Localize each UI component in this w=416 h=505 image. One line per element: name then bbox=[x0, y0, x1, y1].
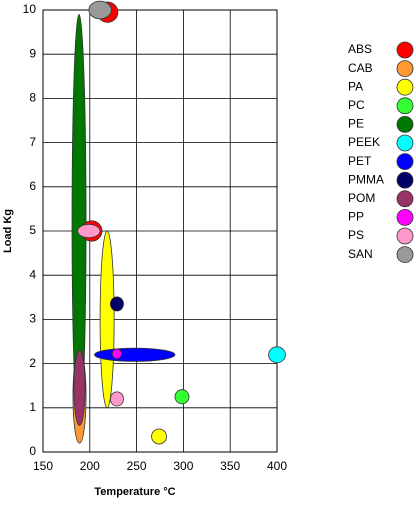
y-tick-label: 10 bbox=[23, 2, 37, 16]
y-tick-label: 5 bbox=[29, 223, 36, 237]
x-tick-label: 200 bbox=[80, 459, 100, 473]
range-ellipse bbox=[174, 389, 190, 405]
legend-marker bbox=[396, 78, 414, 96]
legend-marker bbox=[396, 246, 414, 264]
legend-marker bbox=[396, 41, 414, 59]
range-ellipse bbox=[268, 346, 286, 364]
legend-marker bbox=[396, 227, 414, 245]
x-tick-label: 150 bbox=[33, 459, 53, 473]
legend-label: ABS bbox=[348, 42, 372, 56]
legend-marker bbox=[396, 153, 414, 171]
y-axis-title: Load Kg bbox=[2, 209, 14, 253]
legend-label: PEEK bbox=[348, 135, 380, 149]
range-ellipse bbox=[73, 349, 86, 426]
x-tick-label: 250 bbox=[127, 459, 147, 473]
range-ellipse bbox=[109, 296, 124, 312]
legend-label: POM bbox=[348, 191, 375, 205]
range-ellipse bbox=[94, 347, 176, 362]
range-ellipse bbox=[109, 391, 124, 407]
range-ellipse bbox=[111, 348, 123, 360]
y-tick-label: 7 bbox=[29, 135, 36, 149]
legend-label: CAB bbox=[348, 61, 373, 75]
legend-label: PET bbox=[348, 154, 372, 168]
y-tick-label: 9 bbox=[29, 46, 36, 60]
legend-label: PMMA bbox=[348, 172, 384, 186]
legend-marker bbox=[396, 97, 414, 115]
x-tick-label: 400 bbox=[267, 459, 287, 473]
x-tick-label: 350 bbox=[220, 459, 240, 473]
y-tick-label: 8 bbox=[29, 91, 36, 105]
y-tick-label: 1 bbox=[29, 400, 36, 414]
range-ellipse bbox=[99, 230, 115, 409]
legend-label: PE bbox=[348, 117, 364, 131]
legend-marker bbox=[396, 190, 414, 208]
legend-label: PP bbox=[348, 210, 364, 224]
legend-marker bbox=[396, 60, 414, 77]
range-ellipse bbox=[77, 223, 101, 239]
legend-marker bbox=[396, 134, 414, 152]
x-tick-label: 300 bbox=[173, 459, 193, 473]
legend-marker bbox=[396, 116, 414, 133]
legend-marker bbox=[396, 171, 414, 189]
legend-label: PA bbox=[348, 79, 363, 93]
range-ellipse bbox=[151, 428, 167, 445]
legend-label: PS bbox=[348, 228, 364, 242]
y-tick-label: 6 bbox=[29, 179, 36, 193]
y-tick-label: 0 bbox=[29, 444, 36, 458]
range-ellipse bbox=[88, 0, 112, 20]
legend-marker bbox=[396, 208, 414, 226]
y-tick-label: 2 bbox=[29, 356, 36, 370]
legend-label: SAN bbox=[348, 247, 373, 261]
legend-label: PC bbox=[348, 98, 365, 112]
y-tick-label: 4 bbox=[29, 267, 36, 281]
legend: ABS CAB PA PC PE PEEK PET PMMA POM PP PS SAN bbox=[348, 41, 414, 264]
y-tick-label: 3 bbox=[29, 312, 36, 326]
x-axis-title: Temperature °C bbox=[94, 486, 175, 498]
